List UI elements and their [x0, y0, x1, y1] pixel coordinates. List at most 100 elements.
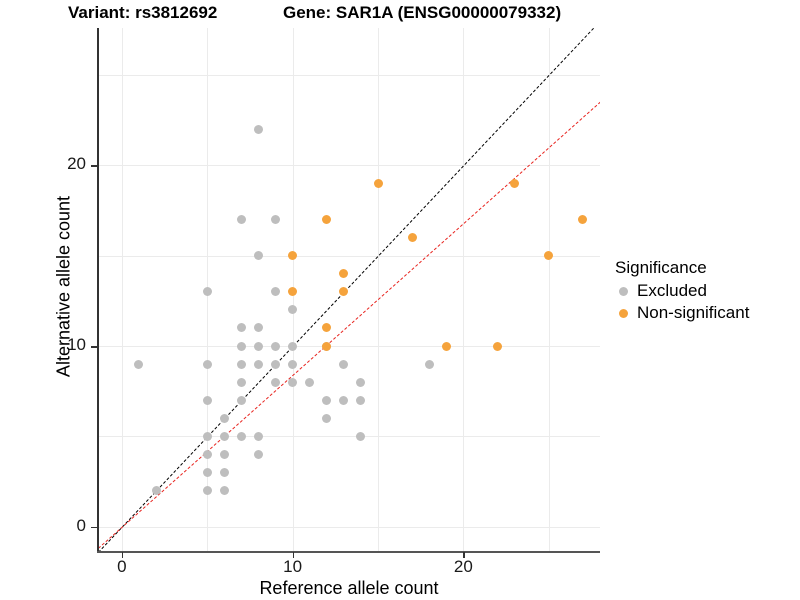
data-point: [236, 377, 246, 387]
legend-item-nonsig[interactable]: Non-significant: [615, 302, 795, 324]
data-point: [219, 431, 229, 441]
x-tick-10: [292, 552, 295, 558]
y-tick-20: [91, 165, 97, 167]
data-point: [202, 467, 212, 477]
data-point: [322, 413, 332, 423]
data-point: [236, 431, 246, 441]
data-point: [254, 449, 263, 459]
data-point: [322, 323, 332, 333]
legend-item-excluded[interactable]: Excluded: [615, 280, 795, 302]
data-point: [271, 377, 281, 387]
data-point: [305, 377, 315, 387]
legend-key-excluded-icon: [615, 283, 631, 299]
data-point: [254, 124, 263, 134]
plot-panel: [98, 28, 600, 552]
y-axis-label: Alternative allele count: [53, 195, 74, 378]
data-point: [254, 341, 263, 351]
x-tick-label-20: 20: [453, 557, 473, 576]
data-point: [202, 431, 212, 441]
data-point: [339, 395, 349, 405]
gridline-x-minor-25: [548, 28, 550, 552]
gridline-y-minor-15: [98, 255, 600, 257]
data-point: [322, 341, 332, 351]
data-point: [288, 305, 298, 315]
data-point: [373, 178, 383, 188]
data-point: [356, 377, 366, 387]
data-point: [236, 359, 246, 369]
data-point: [288, 287, 298, 297]
legend-title: Significance: [615, 258, 707, 277]
data-point: [424, 359, 434, 369]
data-point: [544, 251, 554, 261]
x-tick-label-0: 0: [117, 557, 127, 576]
y-tick-label-10: 10: [67, 335, 86, 354]
data-point: [236, 215, 246, 225]
data-point: [254, 323, 263, 333]
data-point: [134, 359, 144, 369]
reference-line-identity: [98, 28, 600, 552]
data-point: [202, 449, 212, 459]
legend-dot-icon: [618, 308, 628, 318]
legend-label: Excluded: [637, 281, 707, 300]
x-tick-0: [121, 552, 124, 558]
data-point: [322, 215, 332, 225]
data-point: [288, 377, 298, 387]
x-axis-label: Reference allele count: [259, 578, 439, 598]
data-point: [254, 431, 263, 441]
gridline-y-20: [98, 165, 600, 167]
data-point: [271, 215, 281, 225]
data-point: [288, 251, 298, 261]
data-point: [202, 287, 212, 297]
variant-title: Variant: rs3812692: [68, 3, 218, 22]
data-point: [288, 359, 298, 369]
x-tick-20: [463, 552, 465, 558]
data-point: [254, 359, 263, 369]
gridline-x-minor-15: [378, 28, 380, 552]
data-point: [441, 341, 451, 351]
data-point: [254, 251, 263, 261]
data-point: [219, 413, 229, 423]
data-point: [339, 287, 349, 297]
data-point: [322, 395, 332, 405]
data-point: [271, 287, 281, 297]
legend: Significance Excluded Non-significant: [615, 258, 795, 324]
data-point: [236, 341, 246, 351]
data-point: [219, 486, 229, 496]
data-point: [202, 395, 212, 405]
data-point: [236, 323, 246, 333]
y-tick-10: [91, 346, 97, 348]
legend-label: Non-significant: [637, 303, 750, 322]
data-point: [356, 395, 366, 405]
data-point: [407, 233, 417, 243]
y-tick-0: [91, 526, 97, 529]
data-point: [219, 467, 229, 477]
gridline-y-minor-5: [98, 436, 600, 438]
data-point: [271, 341, 281, 351]
gridline-x-20: [463, 28, 465, 552]
legend-items: Excluded Non-significant: [615, 280, 795, 324]
data-point: [578, 215, 588, 225]
data-point: [510, 178, 520, 188]
data-point: [339, 269, 349, 279]
gene-title: Gene: SAR1A (ENSG00000079332): [283, 3, 562, 22]
data-point: [202, 359, 212, 369]
data-point: [339, 359, 349, 369]
y-tick-label-0: 0: [76, 515, 86, 535]
data-point: [271, 359, 281, 369]
data-point: [493, 341, 503, 351]
data-point: [356, 431, 366, 441]
legend-dot-icon: [618, 286, 628, 296]
gridline-y-10: [98, 346, 600, 347]
y-axis-line: [97, 28, 99, 552]
legend-key-nonsig-icon: [615, 305, 631, 321]
data-point: [288, 341, 298, 351]
data-point: [151, 486, 161, 496]
gridline-y-0: [98, 526, 600, 528]
x-axis-line: [97, 551, 600, 553]
y-tick-label-20: 20: [67, 154, 86, 174]
data-point: [219, 449, 229, 459]
gridline-x-0: [121, 28, 123, 552]
data-point: [236, 395, 246, 405]
reference-line-fitted: [98, 101, 600, 549]
data-point: [202, 486, 212, 496]
